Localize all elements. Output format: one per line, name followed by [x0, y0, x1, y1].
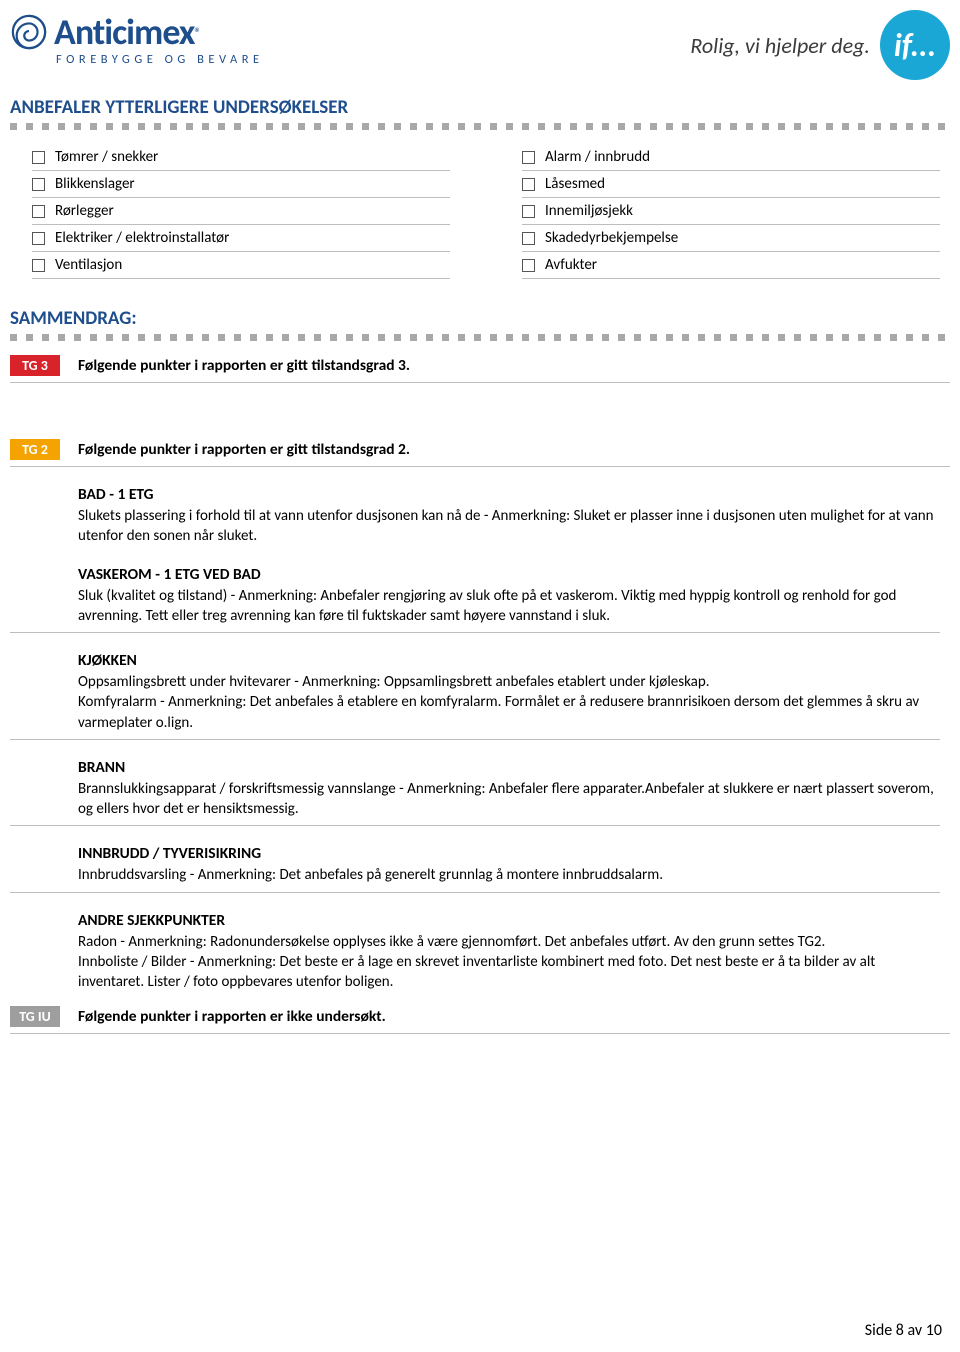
- checkbox-icon[interactable]: [32, 205, 45, 218]
- tg2-badge: TG 2: [10, 439, 60, 460]
- section-title-summary: SAMMENDRAG:: [10, 307, 950, 330]
- divider-line: [10, 739, 940, 740]
- checkbox-icon[interactable]: [32, 151, 45, 164]
- checkbox-icon[interactable]: [522, 232, 535, 245]
- checkbox-icon[interactable]: [522, 178, 535, 191]
- checklist-col-right: Alarm / innbrudd Låsesmed Innemiljøsjekk…: [500, 144, 950, 279]
- logo-anticimex: Anticimex® FOREBYGGE OG BEVARE: [10, 10, 264, 67]
- divider-line: [10, 466, 950, 467]
- finding-title: BRANN: [78, 758, 940, 777]
- tg2-row: TG 2 Følgende punkter i rapporten er git…: [10, 439, 950, 460]
- finding-kjokken: KJØKKEN Oppsamlingsbrett under hvitevare…: [78, 651, 940, 733]
- finding-vaskerom: VASKEROM - 1 ETG VED BAD Sluk (kvalitet …: [78, 565, 940, 627]
- check-label: Rørlegger: [55, 202, 114, 220]
- tg3-row: TG 3 Følgende punkter i rapporten er git…: [10, 355, 950, 376]
- tg3-badge: TG 3: [10, 355, 60, 376]
- brand-reg: ®: [194, 25, 201, 42]
- finding-innbrudd: INNBRUDD / TYVERISIKRING Innbruddsvarsli…: [78, 844, 940, 885]
- divider-line: [10, 825, 940, 826]
- check-label: Låsesmed: [545, 175, 605, 193]
- check-row: Ventilasjon: [32, 252, 450, 279]
- check-row: Blikkenslager: [32, 171, 450, 198]
- finding-title: VASKEROM - 1 ETG VED BAD: [78, 565, 940, 584]
- checkbox-icon[interactable]: [32, 178, 45, 191]
- brand-text: Anticimex: [54, 10, 194, 54]
- check-row: Avfukter: [522, 252, 940, 279]
- finding-text: Innbruddsvarsling - Anmerkning: Det anbe…: [78, 865, 940, 885]
- checklist-col-left: Tømrer / snekker Blikkenslager Rørlegger…: [10, 144, 460, 279]
- checkbox-icon[interactable]: [522, 205, 535, 218]
- check-row: Elektriker / elektroinstallatør: [32, 225, 450, 252]
- check-label: Tømrer / snekker: [55, 148, 158, 166]
- finding-text: Brannslukkingsapparat / forskriftsmessig…: [78, 779, 940, 820]
- checkbox-icon[interactable]: [522, 259, 535, 272]
- swirl-icon: [10, 13, 48, 51]
- tg2-heading: Følgende punkter i rapporten er gitt til…: [78, 439, 410, 460]
- finding-text: Oppsamlingsbrett under hvitevarer - Anme…: [78, 672, 940, 733]
- divider-line: [10, 892, 940, 893]
- checkbox-icon[interactable]: [32, 232, 45, 245]
- check-row: Alarm / innbrudd: [522, 144, 940, 171]
- dot-divider: [10, 334, 950, 341]
- tg3-heading: Følgende punkter i rapporten er gitt til…: [78, 355, 410, 376]
- finding-title: INNBRUDD / TYVERISIKRING: [78, 844, 940, 863]
- header: Anticimex® FOREBYGGE OG BEVARE Rolig, vi…: [10, 10, 950, 80]
- finding-title: BAD - 1 ETG: [78, 485, 940, 504]
- if-circle-icon: if...: [880, 10, 950, 80]
- check-label: Blikkenslager: [55, 175, 135, 193]
- if-label: if...: [894, 26, 936, 65]
- divider-line: [10, 1033, 950, 1034]
- check-label: Ventilasjon: [55, 256, 122, 274]
- check-label: Skadedyrbekjempelse: [545, 229, 678, 247]
- check-label: Innemiljøsjekk: [545, 202, 633, 220]
- tgiu-row: TG IU Følgende punkter i rapporten er ik…: [10, 1006, 950, 1027]
- check-label: Elektriker / elektroinstallatør: [55, 229, 229, 247]
- brand-tagline: FOREBYGGE OG BEVARE: [56, 52, 264, 67]
- logo-main-row: Anticimex®: [10, 10, 264, 54]
- section-title-investigations: ANBEFALER YTTERLIGERE UNDERSØKELSER: [10, 96, 950, 119]
- tgiu-badge: TG IU: [10, 1006, 60, 1027]
- check-row: Låsesmed: [522, 171, 940, 198]
- check-label: Avfukter: [545, 256, 597, 274]
- check-row: Tømrer / snekker: [32, 144, 450, 171]
- slogan-text: Rolig, vi hjelper deg.: [690, 32, 870, 59]
- divider-line: [10, 632, 940, 633]
- finding-title: ANDRE SJEKKPUNKTER: [78, 911, 940, 930]
- dot-divider: [10, 123, 950, 130]
- logo-if: Rolig, vi hjelper deg. if...: [690, 10, 950, 80]
- check-row: Skadedyrbekjempelse: [522, 225, 940, 252]
- finding-andre: ANDRE SJEKKPUNKTER Radon - Anmerkning: R…: [78, 911, 940, 993]
- tgiu-heading: Følgende punkter i rapporten er ikke und…: [78, 1006, 386, 1027]
- checklist: Tømrer / snekker Blikkenslager Rørlegger…: [10, 144, 950, 279]
- finding-bad: BAD - 1 ETG Slukets plassering i forhold…: [78, 485, 940, 547]
- checkbox-icon[interactable]: [522, 151, 535, 164]
- finding-title: KJØKKEN: [78, 651, 940, 670]
- check-label: Alarm / innbrudd: [545, 148, 650, 166]
- brand-name: Anticimex®: [54, 10, 202, 54]
- check-row: Innemiljøsjekk: [522, 198, 940, 225]
- check-row: Rørlegger: [32, 198, 450, 225]
- page-footer: Side 8 av 10: [865, 1321, 942, 1340]
- finding-brann: BRANN Brannslukkingsapparat / forskrifts…: [78, 758, 940, 820]
- finding-text: Radon - Anmerkning: Radonundersøkelse op…: [78, 932, 940, 993]
- finding-text: Sluk (kvalitet og tilstand) - Anmerkning…: [78, 586, 940, 627]
- checkbox-icon[interactable]: [32, 259, 45, 272]
- page-container: Anticimex® FOREBYGGE OG BEVARE Rolig, vi…: [0, 0, 960, 1074]
- finding-text: Slukets plassering i forhold til at vann…: [78, 506, 940, 547]
